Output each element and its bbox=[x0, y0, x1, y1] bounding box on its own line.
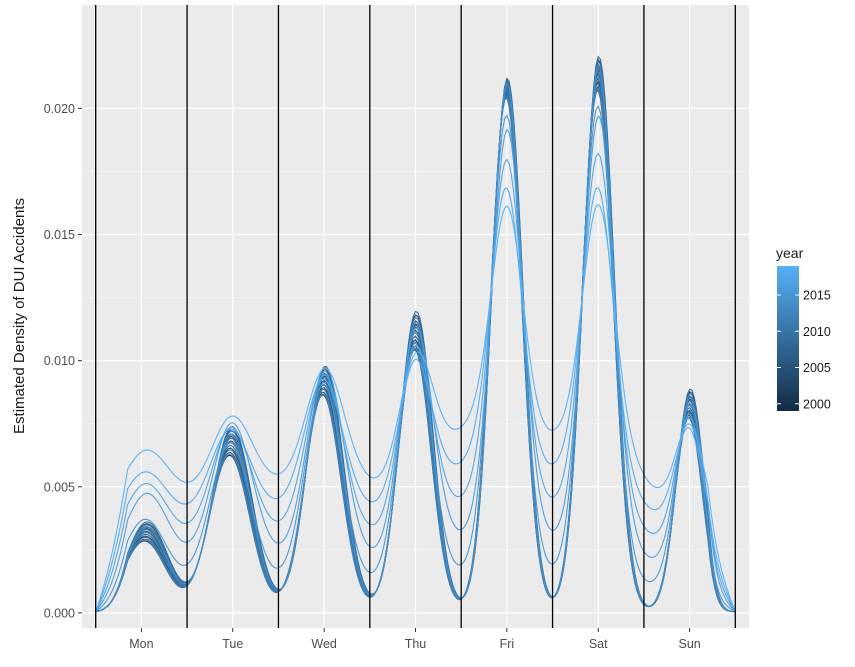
legend-label-2005: 2005 bbox=[803, 361, 831, 375]
y-axis-title: Estimated Density of DUI Accidents bbox=[11, 198, 28, 434]
x-tick-label-thu: Thu bbox=[405, 637, 427, 651]
x-tick-label-wed: Wed bbox=[311, 637, 337, 651]
day-boundary-lines bbox=[95, 5, 736, 628]
x-tick-label-fri: Fri bbox=[500, 637, 515, 651]
x-tick-label-mon: Mon bbox=[129, 637, 153, 651]
series-line-2016 bbox=[95, 114, 736, 612]
x-tick-label-tue: Tue bbox=[222, 637, 243, 651]
legend-colorbar bbox=[777, 266, 799, 411]
legend-label-2015: 2015 bbox=[803, 289, 831, 303]
series-line-2019 bbox=[95, 203, 736, 612]
y-tick-label: 0.010 bbox=[44, 354, 75, 368]
y-tick-label: 0.005 bbox=[44, 480, 75, 494]
x-axis: Mon Tue Wed Thu Fri Sat Sun bbox=[129, 628, 701, 651]
series-line-2017 bbox=[95, 152, 736, 612]
y-tick-label: 0.020 bbox=[44, 102, 75, 116]
series-line-2014 bbox=[95, 65, 736, 613]
series-line-2018 bbox=[95, 186, 736, 612]
y-tick-label: 0.000 bbox=[44, 606, 75, 620]
y-tick-label: 0.015 bbox=[44, 228, 75, 242]
series-line-2015 bbox=[95, 105, 736, 613]
legend-title: year bbox=[776, 245, 804, 261]
major-gridlines bbox=[82, 5, 749, 628]
year-legend: year 2015 2010 2005 2000 bbox=[776, 245, 831, 411]
x-tick-label-sun: Sun bbox=[678, 637, 700, 651]
legend-ticks: 2015 2010 2005 2000 bbox=[777, 289, 831, 411]
y-axis: 0.000 0.005 0.010 0.015 0.020 bbox=[44, 102, 82, 620]
x-tick-label-sat: Sat bbox=[589, 637, 608, 651]
density-series bbox=[95, 55, 736, 613]
legend-label-2000: 2000 bbox=[803, 397, 831, 411]
legend-label-2010: 2010 bbox=[803, 325, 831, 339]
